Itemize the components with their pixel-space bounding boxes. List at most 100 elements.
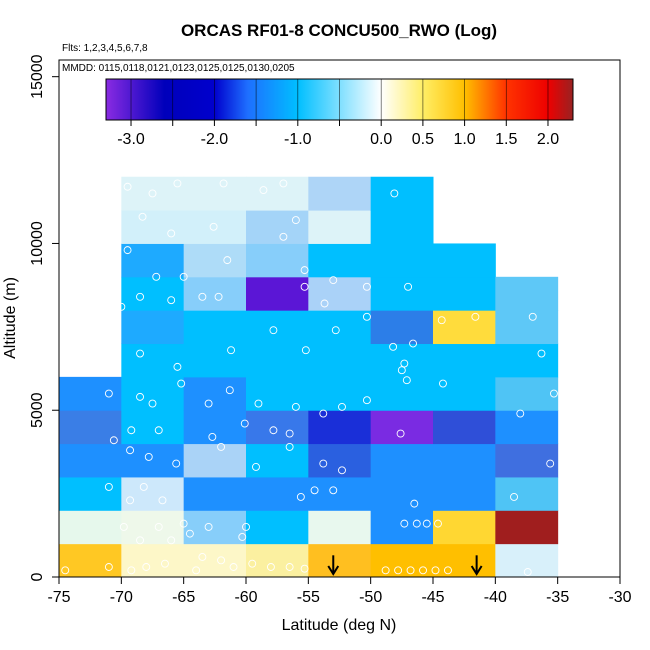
- heatmap-cell: [370, 276, 434, 311]
- heatmap-cell: [121, 476, 185, 511]
- sample-point: [549, 389, 558, 398]
- heatmap-cell: [433, 543, 496, 578]
- heatmap-cell: [308, 310, 372, 345]
- heatmap-cell: [495, 443, 559, 478]
- heatmap-cell: [183, 410, 247, 445]
- heatmap-cell: [246, 210, 309, 244]
- sample-point: [439, 379, 447, 388]
- x-tick-label: -35: [546, 589, 569, 606]
- heatmap-cell: [308, 443, 372, 478]
- sample-point: [434, 519, 442, 528]
- heatmap-cell: [183, 376, 247, 411]
- heatmap-cell: [370, 210, 434, 244]
- sample-point: [406, 566, 415, 575]
- sample-point: [126, 496, 135, 505]
- heatmap-cell: [370, 410, 434, 445]
- sample-point: [177, 379, 186, 388]
- sample-point: [510, 492, 518, 501]
- sample-point: [242, 523, 250, 531]
- sample-point: [396, 429, 405, 438]
- heatmap-cell: [308, 510, 372, 545]
- sample-point: [219, 179, 228, 188]
- heatmap-cell: [246, 243, 309, 278]
- heatmap-cell: [308, 476, 372, 511]
- sample-point: [419, 566, 427, 575]
- sample-point: [148, 399, 157, 408]
- sample-point: [154, 426, 163, 435]
- heatmap-cell: [246, 276, 309, 311]
- sample-point: [179, 272, 188, 281]
- x-tick-label: -70: [110, 589, 133, 606]
- arrow-head: [327, 565, 340, 576]
- plot-frame: [58, 59, 621, 578]
- heatmap-cell: [370, 376, 434, 411]
- sample-point: [285, 429, 294, 438]
- heatmap-cell: [183, 476, 247, 511]
- heatmap-cell: [308, 410, 372, 445]
- sample-point: [338, 466, 346, 475]
- heatmap-cell: [433, 276, 496, 311]
- colorbar-tick-label: 1.5: [495, 131, 517, 148]
- heatmap-cell: [183, 343, 247, 378]
- x-tick-label: -50: [359, 589, 382, 606]
- heatmap-cell: [121, 310, 185, 345]
- heatmap-cell: [246, 376, 309, 411]
- y-tick-label: 10000: [29, 221, 46, 266]
- latitude-arrows: [327, 555, 483, 576]
- heatmap-cell: [308, 343, 372, 378]
- heatmap-cell: [495, 543, 559, 578]
- sample-point: [192, 566, 201, 575]
- heatmap-cell: [246, 510, 309, 545]
- sample-point: [422, 519, 431, 528]
- heatmap-cell: [183, 543, 247, 578]
- sample-point: [437, 316, 446, 325]
- sample-point: [167, 536, 176, 545]
- heatmap-cell: [121, 376, 185, 411]
- sample-point: [61, 566, 70, 575]
- sample-point: [123, 182, 132, 191]
- sample-point: [158, 496, 167, 505]
- heatmap-cell: [370, 176, 434, 211]
- sample-point: [109, 436, 118, 445]
- sample-point: [136, 349, 144, 358]
- sample-point: [329, 486, 338, 495]
- heatmap-cell: [183, 276, 247, 311]
- heatmap-cell: [121, 543, 185, 578]
- heatmap-cells: [59, 176, 559, 578]
- sample-point: [167, 229, 176, 238]
- sample-point: [409, 339, 418, 348]
- sample-point: [167, 296, 176, 305]
- heatmap-cell: [121, 443, 185, 478]
- sample-point: [252, 462, 260, 471]
- sample-point: [154, 523, 163, 531]
- heatmap-cell: [433, 243, 496, 278]
- heatmap-cell: [246, 476, 309, 511]
- sample-point: [528, 312, 537, 321]
- heatmap-cell: [59, 410, 122, 445]
- sample-point: [291, 216, 300, 225]
- heatmap-cell: [370, 510, 434, 545]
- sample-point: [362, 396, 371, 405]
- sample-point: [444, 566, 452, 575]
- sample-point: [412, 519, 421, 528]
- sample-point: [291, 402, 300, 411]
- sample-point: [217, 556, 226, 565]
- sample-point: [259, 186, 268, 195]
- arrow-head: [470, 565, 483, 576]
- heatmap-cell: [246, 310, 309, 345]
- sample-point: [266, 563, 275, 571]
- heatmap-cell: [183, 243, 247, 278]
- heatmap-cell: [121, 243, 185, 278]
- sample-point: [296, 492, 305, 501]
- heatmap-cell: [433, 410, 496, 445]
- heatmap-cell: [370, 443, 434, 478]
- heatmap-cell: [59, 510, 122, 545]
- sample-point: [152, 272, 161, 281]
- sample-point: [362, 312, 371, 321]
- sample-point: [126, 446, 135, 455]
- heatmap-cell: [59, 376, 122, 411]
- sample-point: [173, 362, 182, 371]
- sample-point: [431, 566, 440, 575]
- heatmap-cell: [495, 310, 559, 345]
- heatmap-cell: [183, 210, 247, 244]
